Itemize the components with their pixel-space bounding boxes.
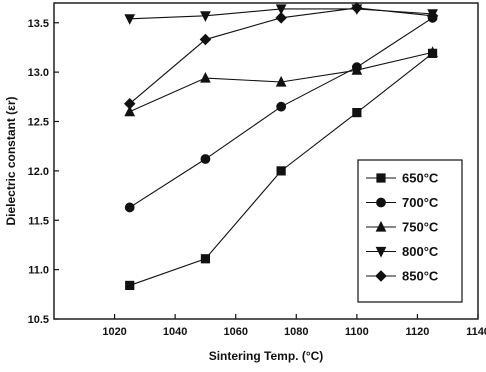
y-axis: 10.5 11.0 11.5 12.0 12.5 13.0 13.5 (28, 18, 59, 326)
y-tick-label: 10.5 (28, 314, 49, 326)
x-tick-label: 1140 (466, 326, 486, 338)
series-layer (123, 2, 439, 291)
y-tick-label: 12.0 (28, 166, 49, 178)
data-point (276, 166, 286, 176)
x-tick-label: 1080 (284, 326, 308, 338)
x-tick-label: 1100 (345, 326, 369, 338)
legend-label: 850°C (402, 269, 439, 284)
data-point (124, 202, 135, 213)
data-point (426, 10, 439, 22)
data-point (200, 154, 211, 164)
plot-frame (53, 2, 479, 320)
data-point (200, 11, 211, 22)
legend-label: 750°C (402, 220, 439, 235)
y-tick-label: 13.5 (28, 18, 49, 30)
x-tick-label: 1060 (223, 326, 247, 338)
x-tick-label: 1120 (405, 326, 429, 338)
y-tick-label: 13.0 (28, 67, 49, 79)
series-1 (124, 12, 438, 213)
y-tick-label: 11.5 (28, 215, 49, 227)
data-point (200, 254, 211, 264)
y-tick-label: 12.5 (28, 117, 49, 129)
data-point (199, 33, 212, 46)
legend-marker (375, 246, 387, 258)
legend-marker (375, 270, 387, 282)
legend-marker (376, 173, 386, 183)
data-point (276, 101, 287, 112)
data-point (123, 97, 136, 110)
data-point (351, 64, 363, 75)
data-point (125, 280, 135, 291)
y-axis-title: Dielectric constant (εr) (4, 96, 18, 225)
legend-item: 650°C (366, 171, 439, 186)
legend-item: 850°C (366, 269, 439, 284)
series-4 (123, 2, 439, 110)
data-point (124, 14, 136, 25)
y-tick-label: 11.0 (28, 265, 49, 277)
x-tick-label: 1020 (102, 326, 126, 338)
data-point (200, 71, 211, 83)
legend-label: 650°C (402, 171, 439, 186)
legend-marker (376, 197, 386, 208)
data-point (352, 108, 362, 118)
legend-label: 800°C (402, 244, 439, 259)
legend-item: 800°C (366, 244, 439, 259)
legend-label: 700°C (402, 195, 439, 210)
legend: 650°C 700°C 750°C 800°C 850°C (357, 159, 463, 303)
series-2 (124, 46, 438, 117)
x-axis-title: Sintering Temp. (°C) (209, 349, 324, 363)
data-point (275, 4, 287, 16)
data-point (351, 2, 363, 14)
legend-marker (375, 220, 387, 232)
data-point (275, 75, 287, 87)
data-point (427, 46, 438, 57)
legend-item: 750°C (366, 220, 439, 235)
data-point (275, 12, 287, 24)
data-point (124, 105, 136, 117)
x-tick-label: 1040 (163, 326, 187, 338)
legend-box (357, 159, 463, 303)
legend-item: 700°C (366, 195, 439, 210)
x-axis: 1020 1040 1060 1080 1100 1120 1140 (102, 314, 486, 338)
